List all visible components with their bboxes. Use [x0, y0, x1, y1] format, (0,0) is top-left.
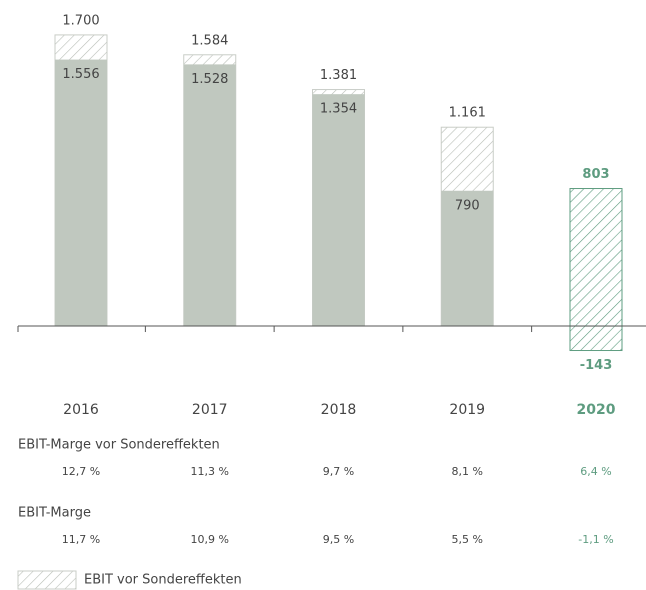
margin-row-label: EBIT-Marge — [18, 506, 91, 521]
margin-value: 9,5 % — [323, 533, 354, 546]
value-label: 1.700 — [62, 13, 99, 28]
margin-value: 9,7 % — [323, 465, 354, 478]
value-label: 790 — [455, 198, 480, 213]
x-tick-label: 2016 — [63, 402, 99, 418]
bar — [312, 94, 365, 327]
value-label: -143 — [580, 358, 613, 373]
hatched-bar — [569, 325, 623, 352]
margin-value: 11,3 % — [191, 465, 229, 478]
value-label: 1.354 — [320, 102, 357, 117]
margin-row-label: EBIT-Marge vor Sondereffekten — [18, 438, 220, 453]
bar — [183, 64, 236, 327]
margin-value: 6,4 % — [580, 465, 611, 478]
x-tick-label: 2019 — [449, 402, 485, 418]
bar — [55, 59, 107, 327]
margin-value: 10,9 % — [191, 533, 229, 546]
bar — [441, 190, 494, 327]
margin-value: 11,7 % — [62, 533, 100, 546]
margin-value: 12,7 % — [62, 465, 100, 478]
margin-value: -1,1 % — [578, 533, 613, 546]
legend-swatch — [17, 570, 77, 590]
margin-value: 5,5 % — [452, 533, 483, 546]
value-label: 1.381 — [320, 68, 357, 83]
x-tick-label: 2020 — [577, 402, 616, 418]
value-label: 803 — [582, 167, 609, 182]
legend-label: EBIT vor Sondereffekten — [84, 573, 242, 588]
x-tick-label: 2017 — [192, 402, 228, 418]
value-label: 1.584 — [191, 33, 228, 48]
value-label: 1.161 — [449, 106, 486, 121]
margin-value: 8,1 % — [452, 465, 483, 478]
value-label: 1.556 — [62, 67, 99, 82]
value-label: 1.528 — [191, 72, 228, 87]
x-tick-label: 2018 — [321, 402, 357, 418]
hatched-bar — [569, 188, 623, 327]
